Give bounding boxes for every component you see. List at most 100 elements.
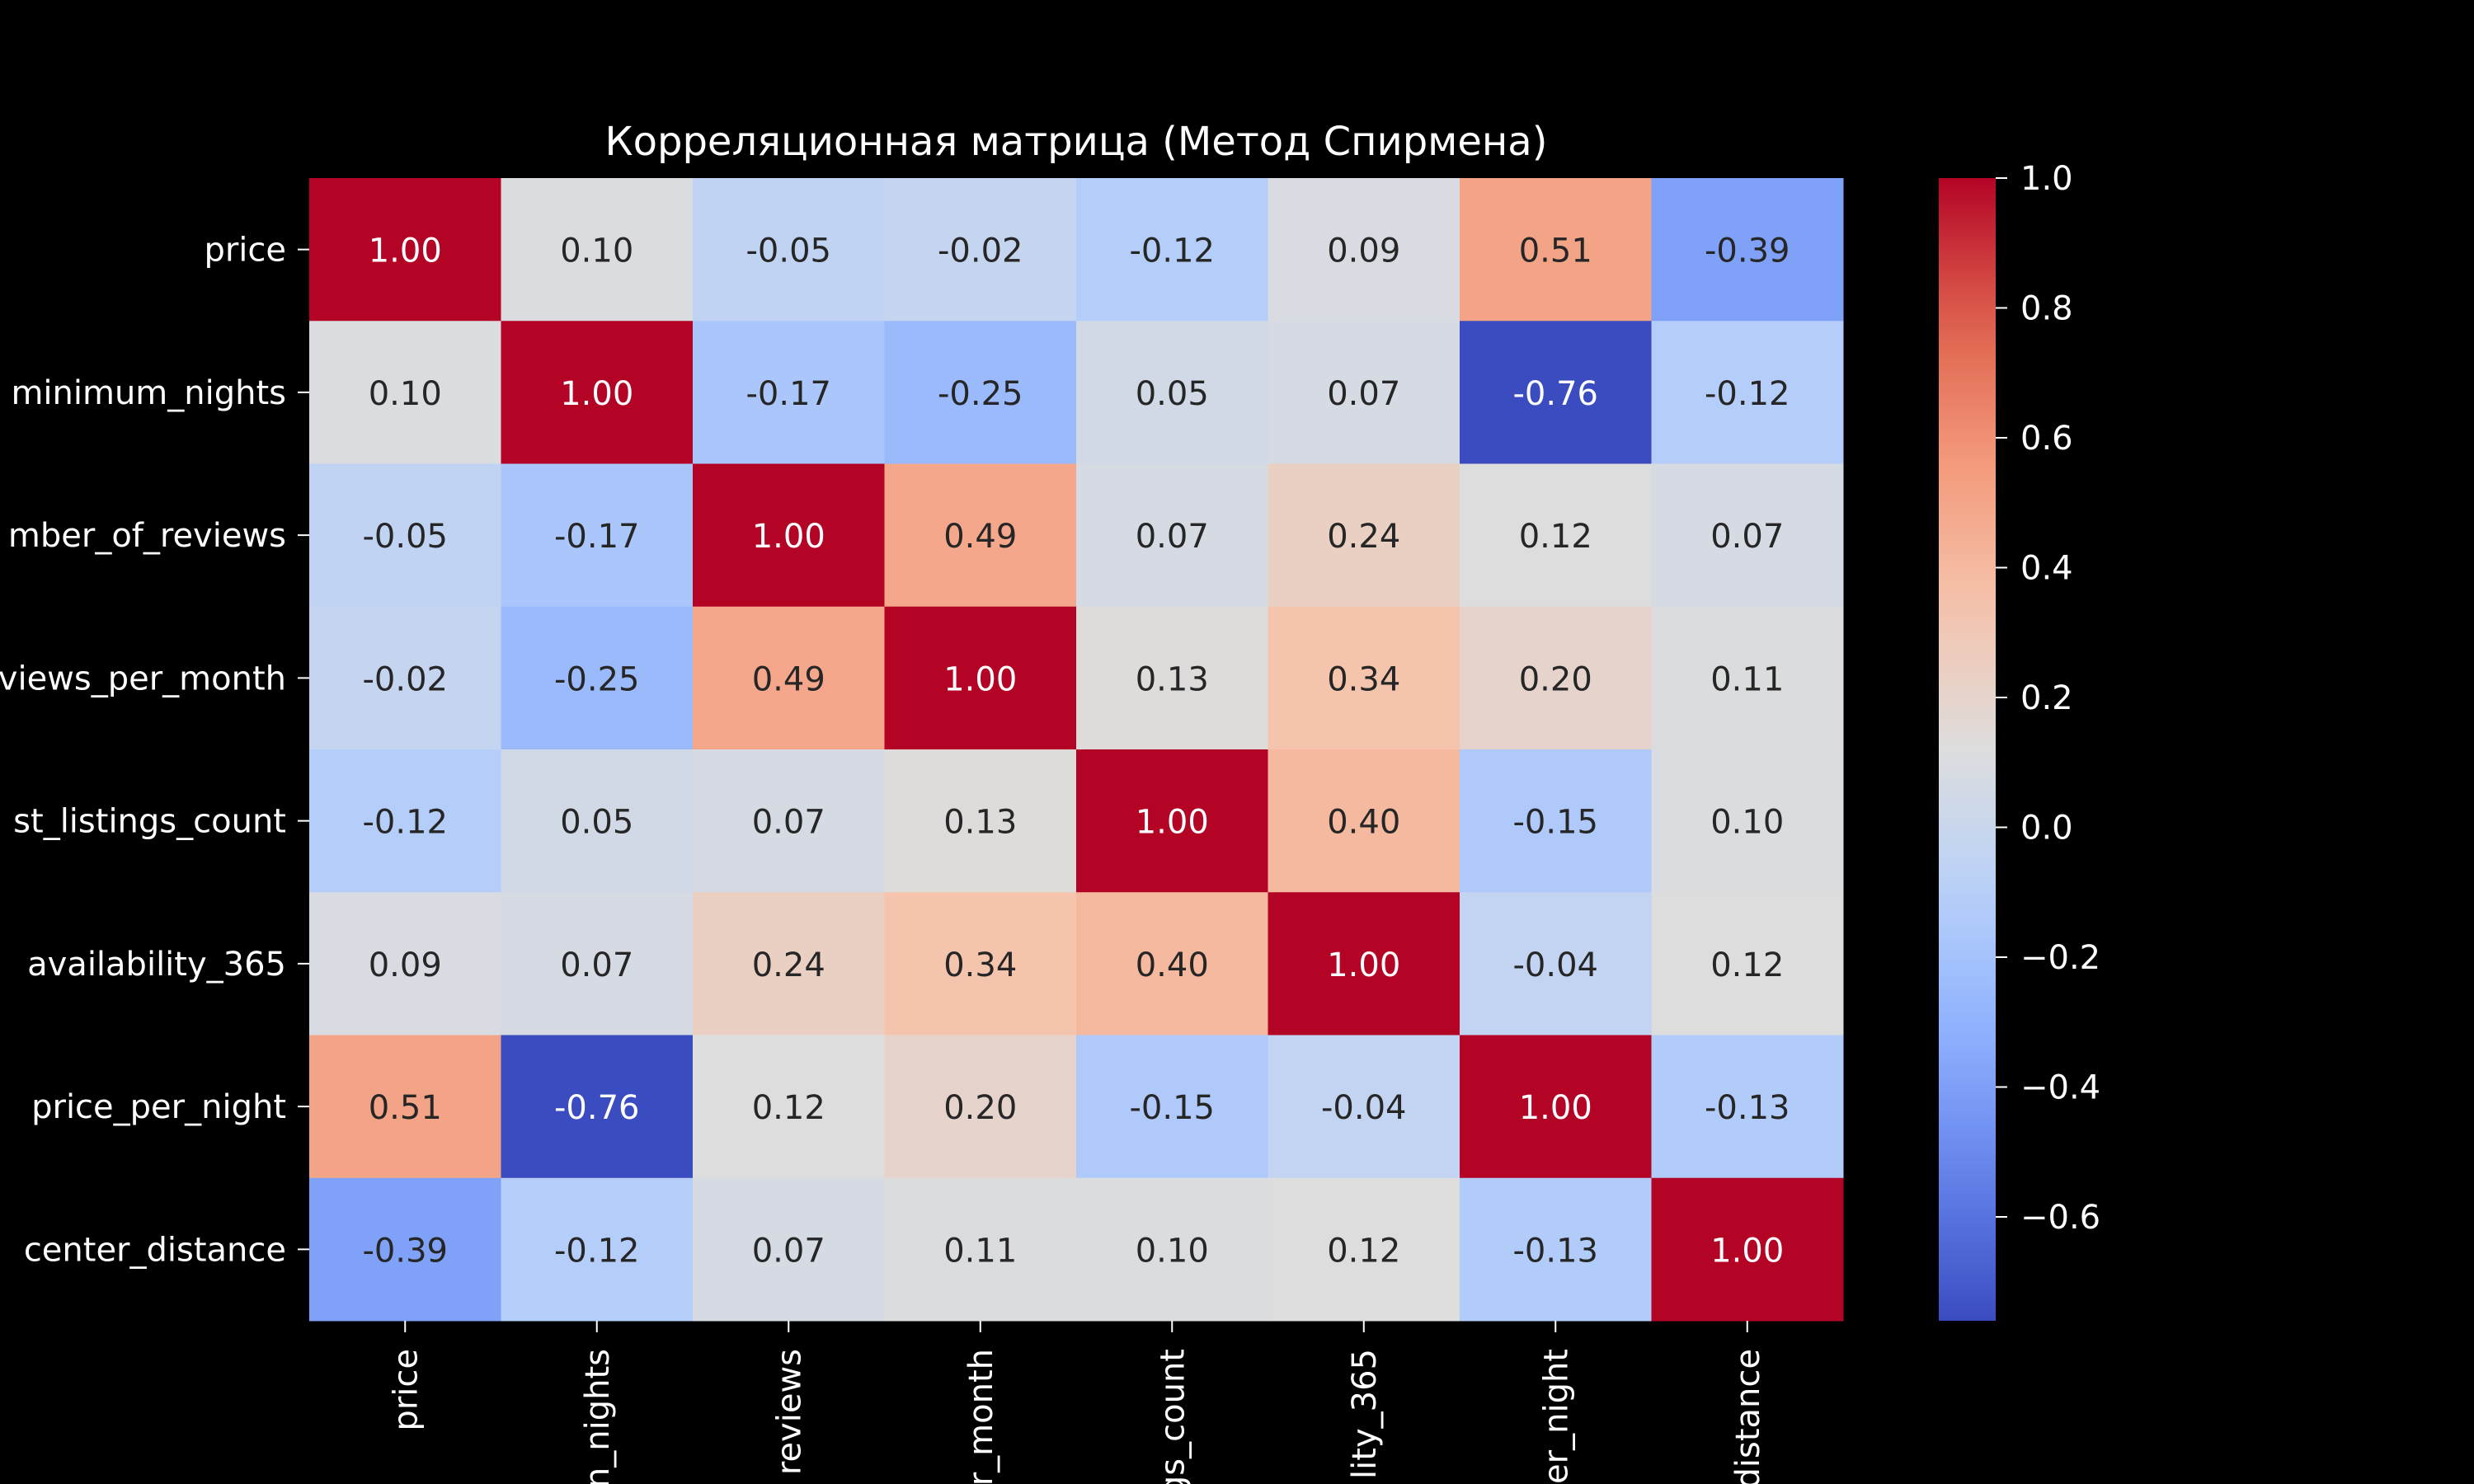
cell-value-label: 0.10 — [1710, 804, 1784, 842]
heatmap-cell — [693, 178, 885, 322]
cell-value-label: -0.17 — [554, 518, 640, 556]
cell-value-label: 0.12 — [1327, 1232, 1400, 1270]
cell-value-label: 0.05 — [560, 804, 633, 842]
heatmap-cell — [693, 606, 885, 750]
cell-value-label: 0.07 — [560, 946, 633, 984]
cell-value-label: 0.09 — [1327, 232, 1400, 270]
cell-value-label: 1.00 — [752, 518, 825, 556]
heatmap-cell — [1076, 606, 1268, 750]
chart-title: Корреляционная матрица (Метод Спирмена) — [605, 119, 1548, 165]
heatmap-cell — [501, 1035, 694, 1179]
cell-value-label: -0.76 — [554, 1089, 640, 1127]
row-label: minimum_nights — [11, 374, 286, 412]
heatmap-cell — [1268, 1035, 1460, 1179]
cell-value-label: 1.00 — [1710, 1232, 1784, 1270]
heatmap-cell — [1460, 463, 1652, 608]
cell-value-label: 0.34 — [943, 946, 1017, 984]
cell-value-label: 0.11 — [1710, 660, 1784, 698]
colorbar-tick-label: −0.6 — [2020, 1199, 2100, 1237]
column-label: r_month — [962, 1349, 1000, 1484]
heatmap-cell — [884, 1035, 1077, 1179]
heatmap-cell — [693, 749, 885, 893]
heatmap-cell — [309, 1035, 501, 1179]
heatmap-cell — [501, 606, 694, 750]
heatmap-cell — [884, 321, 1077, 464]
cell-value-label: -0.12 — [363, 804, 449, 842]
cell-value-label: 0.40 — [1136, 946, 1209, 984]
heatmap-cell — [309, 321, 501, 464]
heatmap-cell — [309, 606, 501, 750]
colorbar: 1.0 0.8 0.6 0.4 0.2 0.0 −0.2 −0.4 −0.6 — [1939, 160, 2100, 1321]
cell-value-label: 0.11 — [943, 1232, 1017, 1270]
heatmap-cell — [1076, 1177, 1268, 1322]
row-label: center_distance — [24, 1231, 286, 1269]
colorbar-gradient — [1939, 178, 1996, 1321]
heatmap-cell — [693, 1177, 885, 1322]
cell-value-label: 0.20 — [1519, 660, 1592, 698]
heatmap-cell — [309, 1177, 501, 1322]
heatmap-cell — [693, 463, 885, 608]
heatmap-cell — [1460, 178, 1652, 322]
row-label: mber_of_reviews — [8, 517, 286, 555]
column-label: distance — [1729, 1349, 1767, 1484]
cell-value-label: 0.10 — [369, 375, 442, 413]
heatmap-cell — [1268, 321, 1460, 464]
heatmap-cell — [309, 749, 501, 893]
cell-value-label: -0.15 — [1130, 1089, 1216, 1127]
cell-value-label: -0.25 — [554, 660, 640, 698]
row-label: price_per_night — [31, 1088, 286, 1126]
cell-value-label: -0.39 — [363, 1232, 449, 1270]
heatmap-cell — [309, 178, 501, 322]
heatmap-cell — [1651, 1035, 1844, 1179]
heatmap-cell — [884, 892, 1077, 1036]
cell-value-label: -0.12 — [1705, 375, 1790, 413]
heatmap-cell — [884, 178, 1077, 322]
cell-value-label: 1.00 — [560, 375, 633, 413]
heatmap-cell — [1076, 892, 1268, 1036]
heatmap-cell — [1651, 606, 1844, 750]
cell-value-label: 1.00 — [1519, 1089, 1592, 1127]
cell-value-label: 0.07 — [1710, 518, 1784, 556]
heatmap-cell — [309, 463, 501, 608]
cell-value-label: 0.13 — [943, 804, 1017, 842]
heatmap-cell — [1651, 463, 1844, 608]
cell-value-label: 0.49 — [752, 660, 825, 698]
cell-value-label: -0.02 — [938, 232, 1023, 270]
cell-value-label: 0.12 — [1710, 946, 1784, 984]
cell-value-label: 0.34 — [1327, 660, 1400, 698]
cell-value-label: 0.05 — [1136, 375, 1209, 413]
cell-value-label: -0.13 — [1705, 1089, 1790, 1127]
cell-value-label: 0.49 — [943, 518, 1017, 556]
heatmap-cell — [1076, 178, 1268, 322]
heatmap-cell — [1076, 321, 1268, 464]
heatmap-cell — [501, 892, 694, 1036]
heatmap-cell — [1076, 463, 1268, 608]
heatmap-cell — [693, 321, 885, 464]
heatmap-cell — [1460, 1035, 1652, 1179]
colorbar-tick-label: −0.4 — [2020, 1069, 2100, 1107]
colorbar-tick-label: 0.4 — [2020, 550, 2073, 588]
cell-value-label: 0.24 — [752, 946, 825, 984]
cell-value-label: -0.04 — [1513, 946, 1599, 984]
heatmap-cell — [1651, 321, 1844, 464]
cell-value-label: 0.12 — [752, 1089, 825, 1127]
colorbar-tick-label: 0.2 — [2020, 679, 2073, 717]
cell-value-label: 0.40 — [1327, 804, 1400, 842]
colorbar-tick-label: 0.6 — [2020, 420, 2073, 458]
heatmap-cell — [1268, 463, 1460, 608]
heatmap-cell — [1651, 749, 1844, 893]
heatmap-cell — [1460, 892, 1652, 1036]
heatmap-cell — [1076, 749, 1268, 893]
heatmap-cell — [501, 1177, 694, 1322]
cell-value-label: -0.05 — [746, 232, 832, 270]
cell-value-label: 1.00 — [943, 660, 1017, 698]
cell-value-label: -0.05 — [363, 518, 449, 556]
row-label: availability_365 — [27, 946, 286, 984]
cell-value-label: 0.51 — [1519, 232, 1592, 270]
heatmap-cell — [501, 463, 694, 608]
heatmap-cell — [1076, 1035, 1268, 1179]
colorbar-tick-label: −0.2 — [2020, 939, 2100, 977]
cell-value-label: 0.13 — [1136, 660, 1209, 698]
cell-value-label: 0.07 — [752, 1232, 825, 1270]
